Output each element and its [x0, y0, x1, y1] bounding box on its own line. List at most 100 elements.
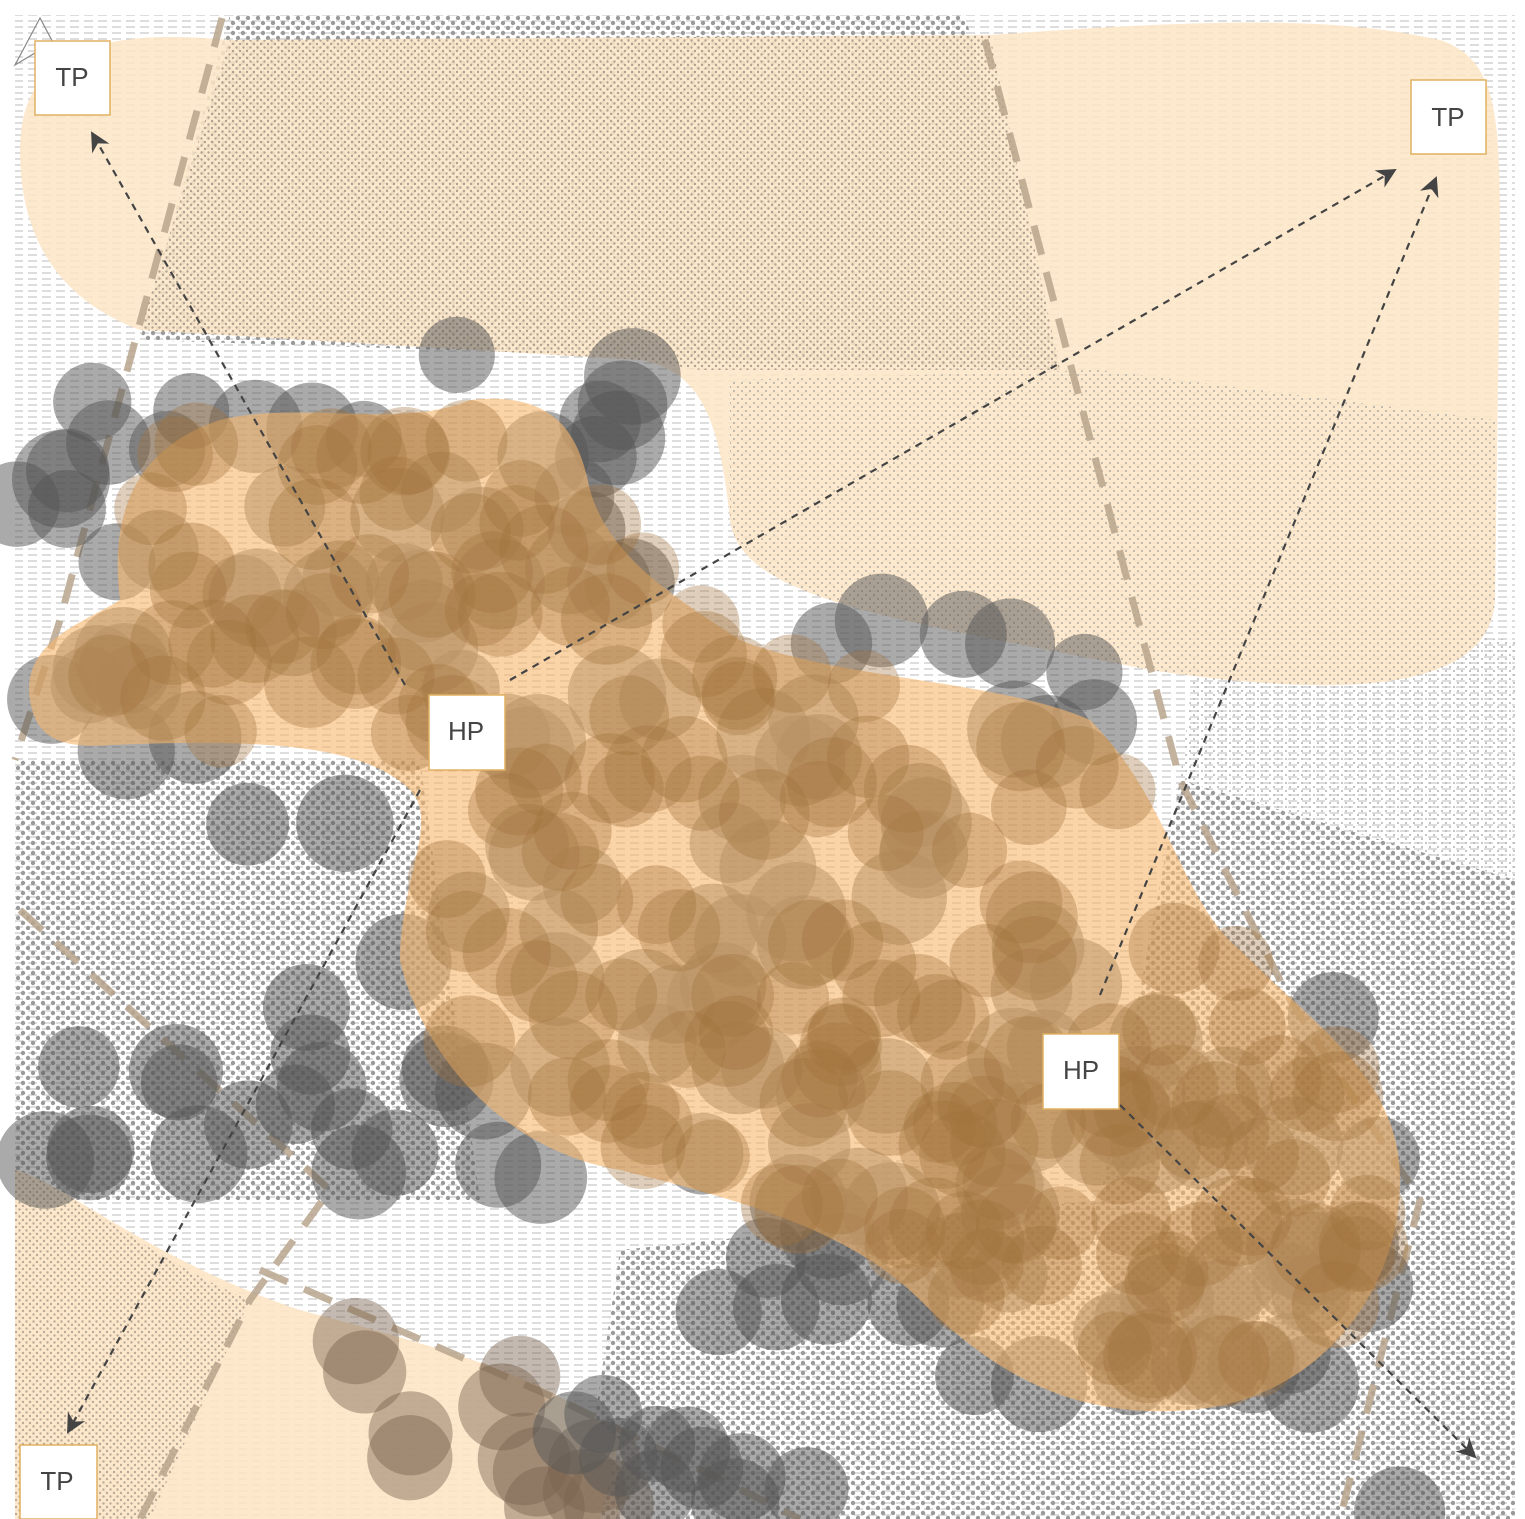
- tree: [296, 774, 394, 872]
- tree: [587, 751, 664, 828]
- tree: [1318, 1201, 1409, 1292]
- tree: [1291, 1260, 1380, 1348]
- tree: [577, 360, 668, 451]
- tree: [759, 1058, 849, 1147]
- tree: [1213, 1178, 1292, 1256]
- tree: [425, 890, 507, 973]
- tree: [149, 551, 227, 629]
- tree: [1107, 1308, 1197, 1399]
- tree: [137, 416, 213, 493]
- tree: [68, 634, 151, 717]
- tree: [1154, 1101, 1234, 1180]
- tree: [210, 594, 300, 684]
- tree: [262, 964, 350, 1052]
- tree: [752, 634, 832, 713]
- tree: [1208, 988, 1286, 1066]
- tree: [920, 1041, 1005, 1125]
- tree: [532, 1391, 616, 1475]
- tree: [367, 411, 451, 495]
- tree: [604, 725, 692, 813]
- tree: [329, 534, 410, 614]
- tree: [985, 871, 1078, 964]
- tree: [430, 493, 511, 574]
- tree: [692, 635, 778, 721]
- tree: [662, 585, 740, 663]
- tree: [1235, 1035, 1322, 1122]
- tree: [148, 522, 236, 610]
- tree: [128, 1023, 223, 1118]
- tree: [939, 1199, 1025, 1285]
- tree: [457, 571, 543, 657]
- view-arrow: [67, 789, 421, 1434]
- tree: [370, 694, 448, 771]
- tree: [919, 590, 1007, 678]
- tree: [1124, 1243, 1205, 1324]
- tree: [754, 1164, 844, 1254]
- woodland-trees: [68, 399, 1409, 1407]
- tree: [606, 532, 680, 606]
- tree: [928, 1257, 1005, 1335]
- tree: [368, 1391, 453, 1476]
- tree: [444, 573, 518, 647]
- tree: [847, 1070, 934, 1156]
- tree: [979, 860, 1063, 944]
- tree: [560, 863, 634, 937]
- tree: [316, 413, 407, 504]
- tree: [423, 995, 516, 1088]
- tree: [120, 655, 206, 741]
- tree: [637, 889, 721, 972]
- tree: [888, 1177, 980, 1268]
- tree: [46, 1114, 133, 1201]
- tree: [648, 1010, 726, 1088]
- tree: [1096, 1212, 1179, 1296]
- tree: [360, 406, 449, 496]
- tree: [1292, 1026, 1380, 1113]
- tree: [641, 716, 728, 803]
- tree: [793, 1022, 882, 1111]
- view-arrow: [1098, 176, 1439, 996]
- tree: [499, 504, 589, 594]
- tree: [1079, 753, 1156, 830]
- tree: [863, 744, 952, 833]
- tp-label: TP: [1431, 102, 1464, 132]
- tree: [479, 1335, 561, 1417]
- hp-label: HP: [1063, 1055, 1099, 1085]
- tree: [779, 761, 856, 838]
- view-arrow: [509, 169, 1397, 681]
- tree: [799, 1004, 882, 1087]
- tree: [528, 970, 618, 1060]
- tree: [359, 456, 434, 531]
- tree: [508, 743, 582, 817]
- tree: [903, 1090, 976, 1163]
- tree: [756, 962, 830, 1035]
- tp-label: TP: [40, 1466, 73, 1496]
- tree: [310, 618, 402, 709]
- tree: [495, 940, 578, 1023]
- tree: [675, 1119, 750, 1194]
- tree: [1127, 1231, 1209, 1313]
- tree: [479, 485, 555, 561]
- tree: [925, 1191, 1005, 1270]
- hp-box: [1042, 1033, 1120, 1110]
- tree: [949, 1228, 1024, 1303]
- tree: [455, 1121, 542, 1208]
- tree: [600, 1104, 686, 1190]
- tree: [947, 1075, 1021, 1149]
- tree: [1178, 1315, 1270, 1407]
- nodes: TP TP TP HP HP: [19, 40, 1487, 1519]
- tree: [130, 600, 216, 686]
- woodland-area: [29, 398, 1401, 1412]
- tree: [521, 813, 600, 891]
- tree: [285, 573, 362, 650]
- tree: [561, 573, 653, 665]
- view-arrow: [91, 131, 406, 686]
- tree: [323, 1330, 407, 1414]
- tree: [912, 1081, 998, 1167]
- tree: [1077, 1311, 1152, 1386]
- tree: [732, 1263, 820, 1351]
- tree: [664, 755, 740, 831]
- tree: [801, 899, 884, 981]
- tree: [1218, 1321, 1295, 1398]
- tree: [184, 695, 257, 768]
